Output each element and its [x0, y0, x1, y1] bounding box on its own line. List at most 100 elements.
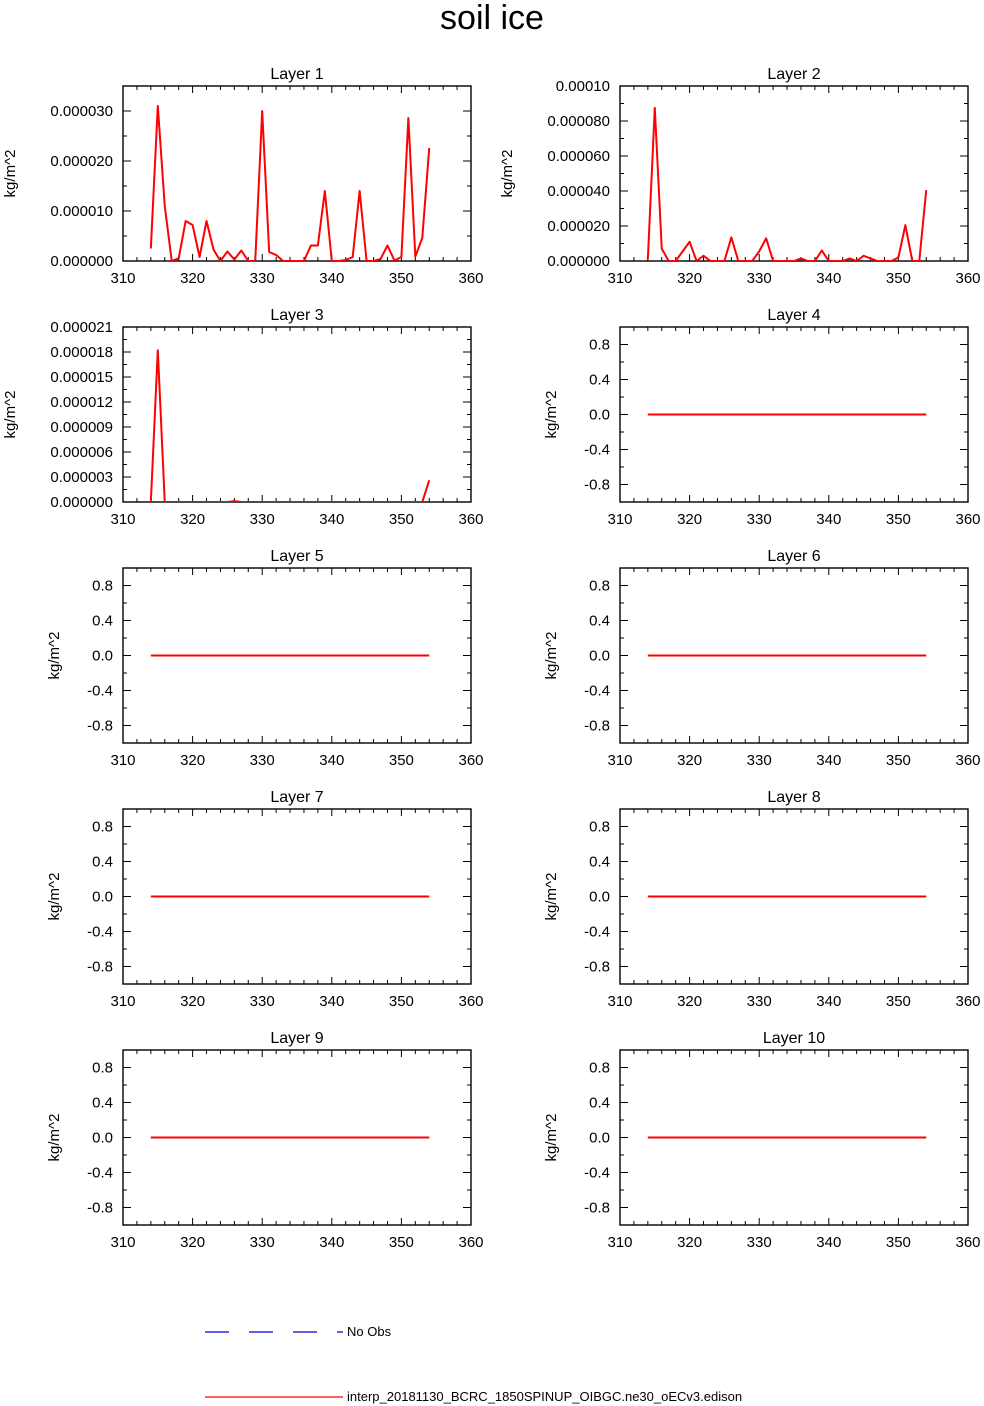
y-tick-label: 0.8 [589, 1060, 610, 1077]
chart-panel-7: Layer 7 310 320 330 340 350 360 -0.8 -0.4 0.0 0.4 0… [46, 789, 484, 1010]
x-tick-label: 340 [319, 752, 344, 769]
panel-title: Layer 2 [767, 66, 820, 83]
x-tick-label: 360 [458, 1234, 483, 1251]
x-tick-label: 340 [319, 993, 344, 1010]
x-tick-label: 330 [747, 993, 772, 1010]
y-tick-label: -0.4 [584, 683, 610, 700]
y-axis-label: kg/m^2 [2, 150, 19, 198]
chart-panel-8: Layer 8 310 320 330 340 350 360 -0.8 -0.4 0.0 0.4 0… [543, 789, 981, 1010]
x-tick-label: 310 [607, 1234, 632, 1251]
x-tick-label: 310 [110, 511, 135, 528]
x-tick-label: 350 [886, 993, 911, 1010]
chart-panel-6: Layer 6 310 320 330 340 350 360 -0.8 -0.4 0.0 0.4 0… [543, 548, 981, 769]
x-tick-label: 320 [677, 752, 702, 769]
series-line [646, 106, 928, 261]
x-tick-label: 310 [110, 752, 135, 769]
x-tick-label: 330 [250, 511, 275, 528]
y-tick-label: 0.000000 [547, 253, 610, 270]
x-tick-label: 310 [607, 993, 632, 1010]
y-tick-label: 0.8 [589, 819, 610, 836]
x-tick-label: 340 [816, 993, 841, 1010]
y-tick-label: -0.4 [87, 924, 113, 941]
x-tick-label: 330 [747, 511, 772, 528]
y-tick-label: -0.4 [87, 1165, 113, 1182]
chart-panel-2: Layer 2 310 320 330 340 350 360 0.000000 0.00002… [499, 66, 981, 287]
y-tick-label: 0.000020 [50, 153, 113, 170]
y-tick-label: 0.000000 [50, 253, 113, 270]
y-tick-label: -0.8 [87, 718, 113, 735]
y-tick-label: -0.8 [584, 959, 610, 976]
y-tick-label: 0.000080 [547, 113, 610, 130]
x-tick-label: 310 [110, 993, 135, 1010]
chart-panel-3: Layer 3 310 320 330 340 350 360 0.000000 0.00000… [2, 307, 484, 528]
y-tick-label: -0.8 [87, 959, 113, 976]
y-tick-label: -0.8 [584, 718, 610, 735]
y-tick-label: 0.8 [92, 1060, 113, 1077]
y-tick-label: 0.000021 [50, 319, 113, 336]
x-tick-label: 350 [389, 511, 414, 528]
x-tick-label: 320 [180, 270, 205, 287]
y-axis-label: kg/m^2 [46, 1114, 63, 1162]
x-tick-label: 350 [389, 993, 414, 1010]
y-axis-label: kg/m^2 [46, 873, 63, 921]
x-tick-label: 340 [816, 752, 841, 769]
y-tick-label: -0.4 [584, 1165, 610, 1182]
x-tick-label: 350 [886, 270, 911, 287]
x-tick-label: 320 [180, 511, 205, 528]
y-tick-label: 0.000018 [50, 344, 113, 361]
y-tick-label: 0.000030 [50, 103, 113, 120]
y-tick-label: 0.8 [589, 337, 610, 354]
chart-panel-1: Layer 1 310 320 330 340 350 360 0.000000 0.00001… [2, 66, 484, 287]
y-tick-label: 0.0 [589, 889, 610, 906]
y-tick-label: 0.4 [589, 613, 610, 630]
x-tick-label: 360 [955, 270, 980, 287]
y-tick-label: 0.000000 [50, 494, 113, 511]
x-tick-label: 330 [250, 993, 275, 1010]
y-tick-label: 0.8 [92, 578, 113, 595]
chart-panel-10: Layer 10 310 320 330 340 350 360 -0.8 -0.4 0.0 0.4… [543, 1030, 981, 1251]
y-tick-label: -0.8 [584, 1200, 610, 1217]
chart-panel-9: Layer 9 310 320 330 340 350 360 -0.8 -0.4 0.0 0.4 0… [46, 1030, 484, 1251]
x-tick-label: 360 [458, 270, 483, 287]
y-tick-label: 0.8 [92, 819, 113, 836]
y-tick-label: 0.0 [92, 1130, 113, 1147]
x-tick-label: 350 [886, 511, 911, 528]
y-tick-label: -0.4 [87, 683, 113, 700]
y-tick-label: 0.4 [589, 854, 610, 871]
y-tick-label: 0.0 [589, 1130, 610, 1147]
y-axis-label: kg/m^2 [543, 391, 560, 439]
x-tick-label: 360 [955, 511, 980, 528]
y-tick-label: 0.4 [92, 1095, 113, 1112]
y-tick-label: -0.4 [584, 924, 610, 941]
x-tick-label: 330 [250, 1234, 275, 1251]
panel-title: Layer 6 [767, 548, 820, 565]
y-tick-label: 0.8 [589, 578, 610, 595]
panel-title: Layer 7 [270, 789, 323, 806]
x-tick-label: 360 [955, 752, 980, 769]
x-tick-label: 310 [110, 1234, 135, 1251]
y-axis-label: kg/m^2 [543, 1114, 560, 1162]
x-tick-label: 320 [677, 1234, 702, 1251]
x-tick-label: 320 [677, 993, 702, 1010]
x-tick-label: 330 [747, 752, 772, 769]
x-tick-label: 330 [250, 270, 275, 287]
y-tick-label: 0.000010 [50, 203, 113, 220]
y-tick-label: -0.4 [584, 442, 610, 459]
x-tick-label: 320 [677, 270, 702, 287]
y-tick-label: 0.000020 [547, 218, 610, 235]
figure-title: soil ice [440, 0, 544, 37]
y-axis-label: kg/m^2 [499, 150, 516, 198]
x-tick-label: 360 [458, 752, 483, 769]
y-tick-label: 0.000012 [50, 394, 113, 411]
x-tick-label: 320 [677, 511, 702, 528]
y-tick-label: -0.8 [584, 477, 610, 494]
y-tick-label: 0.000009 [50, 419, 113, 436]
x-tick-label: 340 [319, 270, 344, 287]
y-tick-label: 0.000060 [547, 148, 610, 165]
y-axis-label: kg/m^2 [46, 632, 63, 680]
x-tick-label: 330 [747, 1234, 772, 1251]
y-tick-label: 0.4 [92, 854, 113, 871]
x-tick-label: 320 [180, 1234, 205, 1251]
